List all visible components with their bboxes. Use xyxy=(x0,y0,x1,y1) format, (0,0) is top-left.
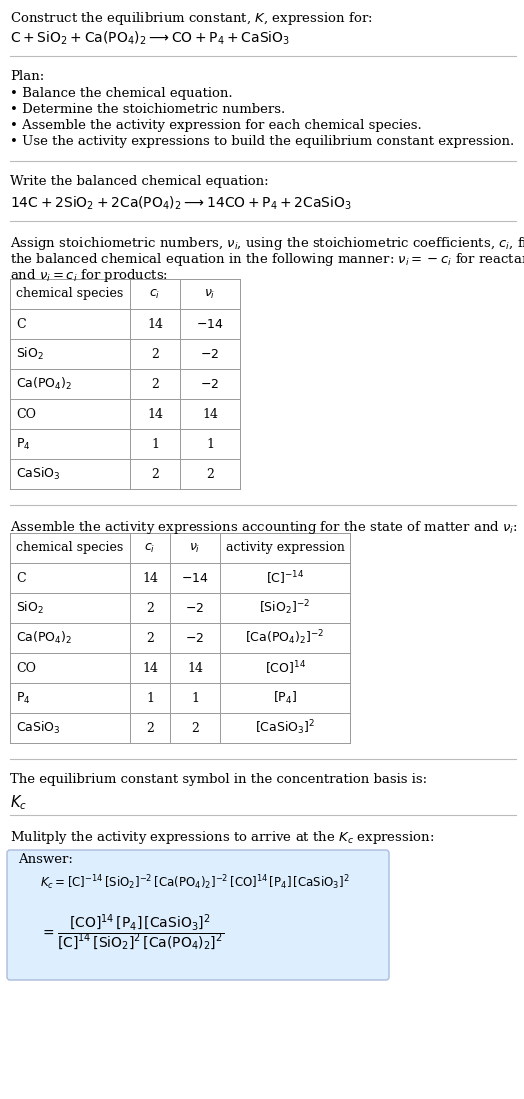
Text: Construct the equilibrium constant, $K$, expression for:: Construct the equilibrium constant, $K$,… xyxy=(10,10,373,27)
Text: CO: CO xyxy=(16,662,36,675)
Text: $\mathrm{P_4}$: $\mathrm{P_4}$ xyxy=(16,436,30,452)
Text: 1: 1 xyxy=(191,691,199,704)
Text: 2: 2 xyxy=(146,722,154,734)
Text: 14: 14 xyxy=(202,408,218,421)
Text: 1: 1 xyxy=(151,437,159,451)
Text: 2: 2 xyxy=(151,467,159,480)
FancyBboxPatch shape xyxy=(7,850,389,980)
Text: • Balance the chemical equation.: • Balance the chemical equation. xyxy=(10,87,233,100)
Text: 14: 14 xyxy=(147,408,163,421)
Text: $[\mathrm{Ca(PO_4)_2}]^{-2}$: $[\mathrm{Ca(PO_4)_2}]^{-2}$ xyxy=(245,629,325,647)
Text: 1: 1 xyxy=(206,437,214,451)
Text: $K_c$: $K_c$ xyxy=(10,793,27,812)
Text: chemical species: chemical species xyxy=(16,288,124,300)
Text: $\mathrm{SiO_2}$: $\mathrm{SiO_2}$ xyxy=(16,346,44,362)
Text: 2: 2 xyxy=(146,632,154,644)
Text: $K_c = [\mathrm{C}]^{-14}\,[\mathrm{SiO_2}]^{-2}\,[\mathrm{Ca(PO_4)_2}]^{-2}\,[\: $K_c = [\mathrm{C}]^{-14}\,[\mathrm{SiO_… xyxy=(40,873,350,891)
Text: 2: 2 xyxy=(191,722,199,734)
Text: 2: 2 xyxy=(206,467,214,480)
Text: the balanced chemical equation in the following manner: $\nu_i = -c_i$ for react: the balanced chemical equation in the fo… xyxy=(10,251,524,268)
Text: chemical species: chemical species xyxy=(16,542,124,555)
Text: C: C xyxy=(16,571,26,585)
Text: $14 \mathrm{C} + 2 \mathrm{SiO_2} + 2 \mathrm{Ca(PO_4)_2} \longrightarrow 14 \ma: $14 \mathrm{C} + 2 \mathrm{SiO_2} + 2 \m… xyxy=(10,195,352,212)
Text: 2: 2 xyxy=(151,347,159,360)
Text: 14: 14 xyxy=(142,662,158,675)
Text: $-2$: $-2$ xyxy=(185,601,204,614)
Text: $[\mathrm{CO}]^{14}$: $[\mathrm{CO}]^{14}$ xyxy=(265,659,305,677)
Text: 14: 14 xyxy=(142,571,158,585)
Text: Plan:: Plan: xyxy=(10,70,44,84)
Text: 2: 2 xyxy=(151,377,159,390)
Text: Assign stoichiometric numbers, $\nu_i$, using the stoichiometric coefficients, $: Assign stoichiometric numbers, $\nu_i$, … xyxy=(10,235,524,252)
Text: 14: 14 xyxy=(147,318,163,331)
Text: $\nu_i$: $\nu_i$ xyxy=(189,542,201,555)
Text: CO: CO xyxy=(16,408,36,421)
Text: $\mathrm{Ca(PO_4)_2}$: $\mathrm{Ca(PO_4)_2}$ xyxy=(16,630,72,646)
Text: $[\mathrm{SiO_2}]^{-2}$: $[\mathrm{SiO_2}]^{-2}$ xyxy=(259,599,311,618)
Text: $\mathrm{CaSiO_3}$: $\mathrm{CaSiO_3}$ xyxy=(16,720,61,736)
Text: $-2$: $-2$ xyxy=(201,347,220,360)
Text: $c_i$: $c_i$ xyxy=(149,288,161,300)
Text: $-14$: $-14$ xyxy=(196,318,224,331)
Text: Mulitply the activity expressions to arrive at the $K_c$ expression:: Mulitply the activity expressions to arr… xyxy=(10,829,434,846)
Text: • Use the activity expressions to build the equilibrium constant expression.: • Use the activity expressions to build … xyxy=(10,135,514,148)
Text: activity expression: activity expression xyxy=(225,542,344,555)
Text: $\mathrm{C + SiO_2 + Ca(PO_4)_2 \longrightarrow CO + P_4 + CaSiO_3}$: $\mathrm{C + SiO_2 + Ca(PO_4)_2 \longrig… xyxy=(10,30,290,47)
Text: C: C xyxy=(16,318,26,331)
Text: $[\mathrm{P_4}]$: $[\mathrm{P_4}]$ xyxy=(273,690,297,706)
Text: The equilibrium constant symbol in the concentration basis is:: The equilibrium constant symbol in the c… xyxy=(10,773,427,786)
Text: $\mathrm{Ca(PO_4)_2}$: $\mathrm{Ca(PO_4)_2}$ xyxy=(16,376,72,392)
Text: Answer:: Answer: xyxy=(18,853,73,866)
Text: 1: 1 xyxy=(146,691,154,704)
Text: • Determine the stoichiometric numbers.: • Determine the stoichiometric numbers. xyxy=(10,103,285,116)
Text: $\mathrm{CaSiO_3}$: $\mathrm{CaSiO_3}$ xyxy=(16,466,61,482)
Text: 2: 2 xyxy=(146,601,154,614)
Text: $-2$: $-2$ xyxy=(185,632,204,644)
Text: $-2$: $-2$ xyxy=(201,377,220,390)
Text: 14: 14 xyxy=(187,662,203,675)
Text: $\nu_i$: $\nu_i$ xyxy=(204,288,216,300)
Text: $\mathrm{SiO_2}$: $\mathrm{SiO_2}$ xyxy=(16,600,44,617)
Text: $[\mathrm{C}]^{-14}$: $[\mathrm{C}]^{-14}$ xyxy=(266,569,304,587)
Text: Write the balanced chemical equation:: Write the balanced chemical equation: xyxy=(10,175,269,188)
Text: $-14$: $-14$ xyxy=(181,571,209,585)
Text: • Assemble the activity expression for each chemical species.: • Assemble the activity expression for e… xyxy=(10,119,422,132)
Text: $= \dfrac{[\mathrm{CO}]^{14}\,[\mathrm{P_4}]\,[\mathrm{CaSiO_3}]^{2}}{[\mathrm{C: $= \dfrac{[\mathrm{CO}]^{14}\,[\mathrm{P… xyxy=(40,913,224,953)
Text: $c_i$: $c_i$ xyxy=(145,542,156,555)
Text: Assemble the activity expressions accounting for the state of matter and $\nu_i$: Assemble the activity expressions accoun… xyxy=(10,519,518,536)
Text: and $\nu_i = c_i$ for products:: and $\nu_i = c_i$ for products: xyxy=(10,267,168,284)
Text: $[\mathrm{CaSiO_3}]^{2}$: $[\mathrm{CaSiO_3}]^{2}$ xyxy=(255,719,315,737)
Text: $\mathrm{P_4}$: $\mathrm{P_4}$ xyxy=(16,690,30,706)
